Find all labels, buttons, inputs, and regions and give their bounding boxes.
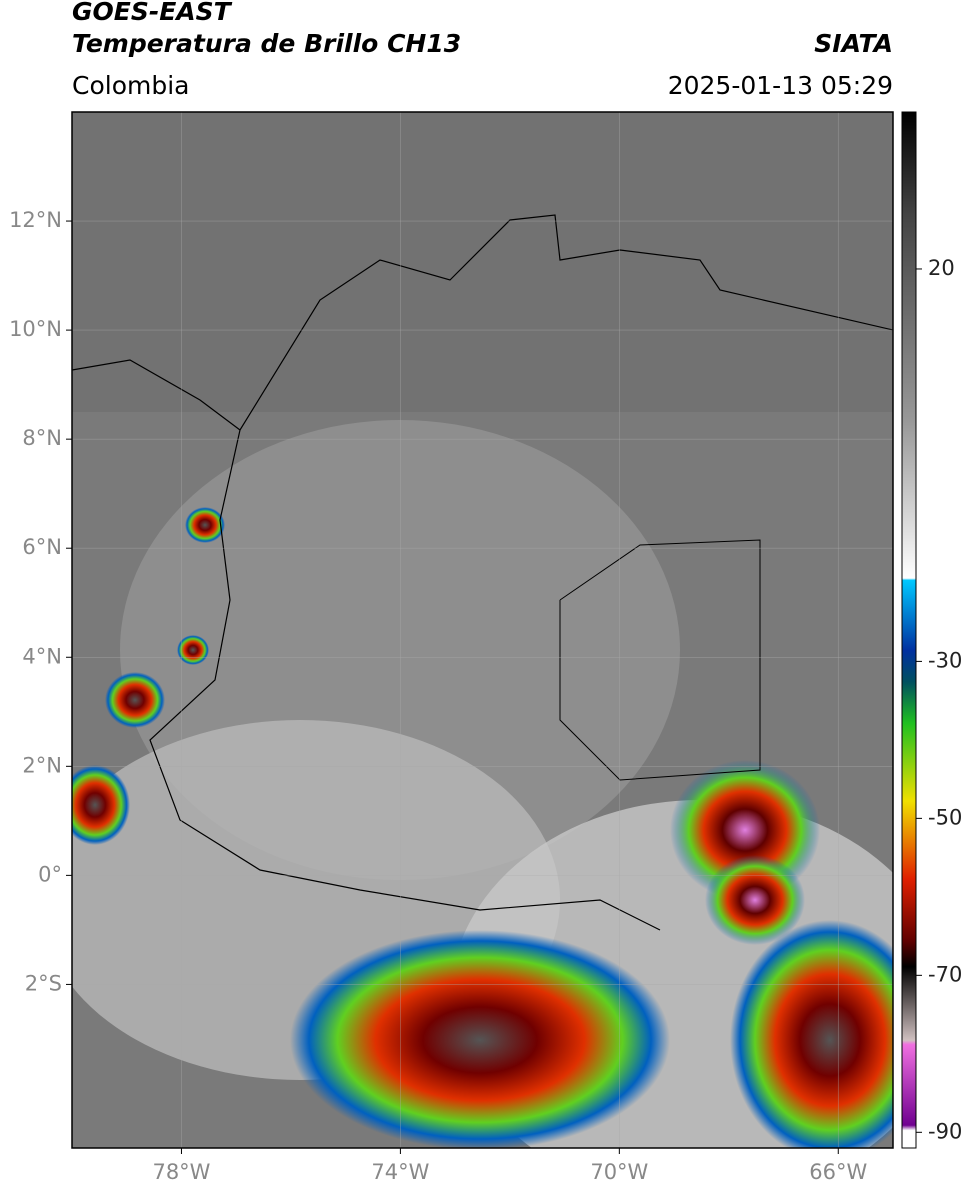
timestamp: 2025-01-13 05:29 [668,71,893,100]
colorbar-tick-label: -90 [928,1119,962,1143]
colorbar-tick-label: -30 [928,648,962,672]
colorbar-tick-label: -70 [928,962,962,986]
x-tick-label: 78°W [152,1160,210,1184]
colorbar-tick-label: 20 [928,256,955,280]
graticule [72,112,893,1148]
y-tick-label: 4°N [22,644,62,668]
y-tick-label: 10°N [9,317,62,341]
satellite-image [72,112,893,1148]
x-tick-label: 70°W [590,1160,648,1184]
y-tick-label: 12°N [9,208,62,232]
x-tick-label: 74°W [371,1160,429,1184]
title: GOES-EAST [72,0,233,26]
x-tick-label: 66°W [809,1160,867,1184]
y-tick-label: 8°N [22,426,62,450]
y-tick-label: 2°S [25,971,62,995]
y-tick-label: 0° [38,862,62,886]
source: SIATA [814,29,893,58]
subtitle: Temperatura de Brillo CH13 [72,29,461,58]
region: Colombia [72,71,189,100]
colorbar-tick-label: -50 [928,805,962,829]
colorbar [901,111,917,1149]
map-frame [71,111,894,1149]
y-tick-label: 6°N [22,535,62,559]
y-tick-label: 2°N [22,753,62,777]
